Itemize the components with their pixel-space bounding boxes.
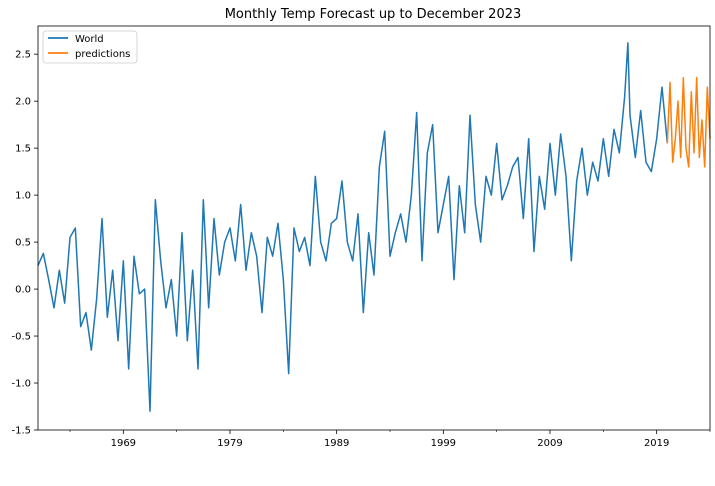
- y-tick-label: -0.5: [11, 332, 31, 343]
- x-tick-label: 2019: [644, 438, 669, 449]
- x-tick-label: 1989: [324, 438, 349, 449]
- y-tick-label: 0.0: [15, 285, 31, 296]
- x-tick-label: 1999: [431, 438, 456, 449]
- legend-label: predictions: [75, 49, 130, 60]
- legend-label: World: [75, 34, 104, 45]
- x-tick-label: 1969: [111, 438, 136, 449]
- y-tick-label: 1.5: [15, 144, 31, 155]
- plot-area: [38, 26, 710, 430]
- series-line-world: [37, 42, 669, 412]
- y-tick-label: 1.0: [15, 191, 31, 202]
- legend-box: [42, 30, 138, 64]
- y-tick-label: 2.5: [15, 50, 31, 61]
- x-tick-label: 2009: [537, 438, 562, 449]
- plot-frame: [37, 25, 711, 431]
- axes-layer: -1.5 -1.0 -0.5 0.0 0.5 1.0 1.5 2.0 2.5 1969 1979 19…: [11, 50, 711, 449]
- y-tick-label: 0.5: [15, 238, 31, 249]
- series-layer: [37, 42, 711, 412]
- y-tick-label: -1.0: [11, 379, 31, 390]
- y-tick-label: -1.5: [11, 426, 31, 437]
- chart-title: Monthly Temp Forecast up to December 202…: [225, 7, 522, 22]
- legend: World predictions: [42, 30, 138, 64]
- y-tick-label: 2.0: [15, 97, 31, 108]
- x-tick-label: 1979: [217, 438, 242, 449]
- series-line-predictions: [666, 76, 711, 168]
